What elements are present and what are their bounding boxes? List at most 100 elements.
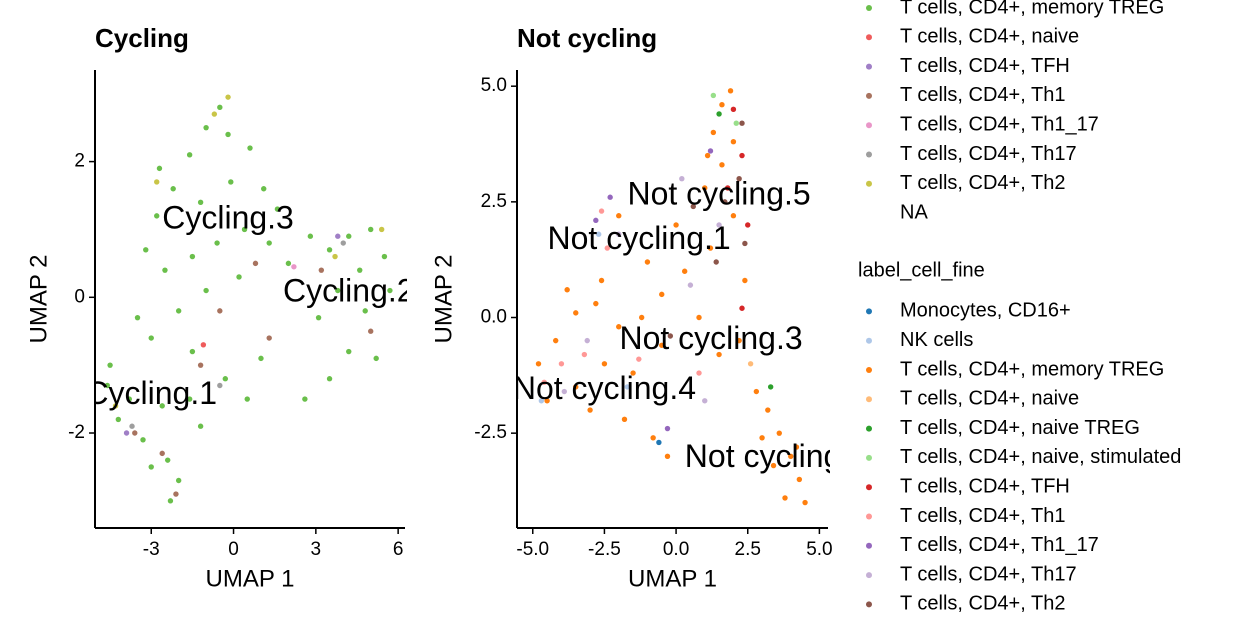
y-tick-label: 0.0 xyxy=(481,307,507,328)
legend-label: T cells, CD4+, TFH xyxy=(900,475,1070,497)
legend-swatch xyxy=(866,5,872,11)
point xyxy=(616,231,622,237)
point xyxy=(719,101,725,108)
point xyxy=(595,231,602,237)
legend-swatch xyxy=(866,484,872,491)
cluster-label: Not cycling.1 xyxy=(548,220,731,256)
x-tick-label: 3 xyxy=(311,539,322,560)
point xyxy=(189,253,196,260)
legend-swatch xyxy=(866,513,872,520)
point xyxy=(214,240,220,246)
point xyxy=(736,337,742,344)
point xyxy=(164,457,171,463)
point xyxy=(788,453,794,459)
point xyxy=(368,328,374,334)
y-tick-label: 5.0 xyxy=(481,75,507,96)
point xyxy=(175,477,182,484)
point xyxy=(217,104,223,111)
point xyxy=(148,464,154,470)
point xyxy=(387,287,393,294)
point xyxy=(561,388,567,395)
point xyxy=(241,226,248,233)
legend-swatch xyxy=(866,180,872,187)
point xyxy=(707,245,714,251)
legend-label: NA xyxy=(900,201,928,223)
point xyxy=(302,396,308,402)
point xyxy=(730,106,737,113)
point xyxy=(266,240,272,246)
point xyxy=(143,247,149,253)
point xyxy=(722,199,728,205)
point xyxy=(636,356,642,362)
point xyxy=(373,355,379,362)
cluster-label: Not cycling.4 xyxy=(513,370,696,406)
x-tick-label: 0.0 xyxy=(663,539,689,560)
cluster-label: Not cycling.5 xyxy=(627,175,810,211)
point xyxy=(140,437,146,443)
point xyxy=(630,370,636,376)
point xyxy=(727,88,734,94)
y-tick-label: -2.5 xyxy=(474,422,507,443)
point xyxy=(604,245,610,251)
point xyxy=(132,430,138,436)
y-axis-title: UMAP 2 xyxy=(430,255,457,344)
legend-label: T cells, CD4+, naive, stimulated xyxy=(900,446,1181,468)
x-tick-label: -2.5 xyxy=(588,539,621,560)
legend-swatch xyxy=(866,151,872,158)
point xyxy=(378,226,385,233)
point xyxy=(664,453,671,459)
point xyxy=(326,247,333,253)
point xyxy=(203,287,209,294)
point xyxy=(681,268,688,274)
legend-label: Monocytes, CD16+ xyxy=(900,300,1071,322)
point xyxy=(702,185,708,191)
point xyxy=(573,310,579,316)
point xyxy=(217,382,223,389)
legend-swatch xyxy=(866,542,872,549)
point xyxy=(362,308,368,314)
point xyxy=(607,194,613,200)
point xyxy=(173,491,179,497)
legend-label: T cells, CD4+, Th2 xyxy=(900,593,1065,615)
point xyxy=(736,176,742,182)
cluster-label: Not cycling.3 xyxy=(619,320,802,356)
point xyxy=(112,403,119,409)
point xyxy=(716,222,722,228)
legend-swatch xyxy=(866,337,872,344)
point xyxy=(211,111,218,117)
legend-swatch xyxy=(866,63,872,70)
point xyxy=(129,423,135,429)
x-axis-title: UMAP 1 xyxy=(206,565,295,592)
point xyxy=(156,165,163,172)
point xyxy=(713,259,719,265)
legend-swatch xyxy=(866,92,872,99)
point xyxy=(753,388,760,395)
legend-label: T cells, CD4+, Th1 xyxy=(900,505,1065,527)
plot-area: Cycling.3 Cycling.2 Cycling.1 xyxy=(95,94,407,504)
point xyxy=(170,186,176,192)
point xyxy=(126,396,132,402)
point xyxy=(796,476,803,483)
point xyxy=(104,382,111,389)
point xyxy=(690,203,696,210)
point xyxy=(598,208,605,214)
legend-swatch xyxy=(866,454,872,461)
legend-label: T cells, CD4+, Th1_17 xyxy=(900,113,1099,135)
point xyxy=(247,145,253,151)
point xyxy=(274,206,281,212)
point xyxy=(745,222,751,228)
point xyxy=(624,384,631,390)
point xyxy=(733,120,739,126)
point xyxy=(704,152,711,159)
point xyxy=(222,376,229,382)
point xyxy=(225,94,231,100)
legend-label: T cells, CD4+, naive xyxy=(900,388,1079,410)
x-tick-label: 6 xyxy=(393,539,404,560)
point xyxy=(702,398,708,404)
point xyxy=(266,335,272,341)
point xyxy=(189,348,196,355)
point xyxy=(584,337,590,344)
point xyxy=(285,260,292,267)
point xyxy=(656,439,662,446)
point xyxy=(381,253,388,260)
